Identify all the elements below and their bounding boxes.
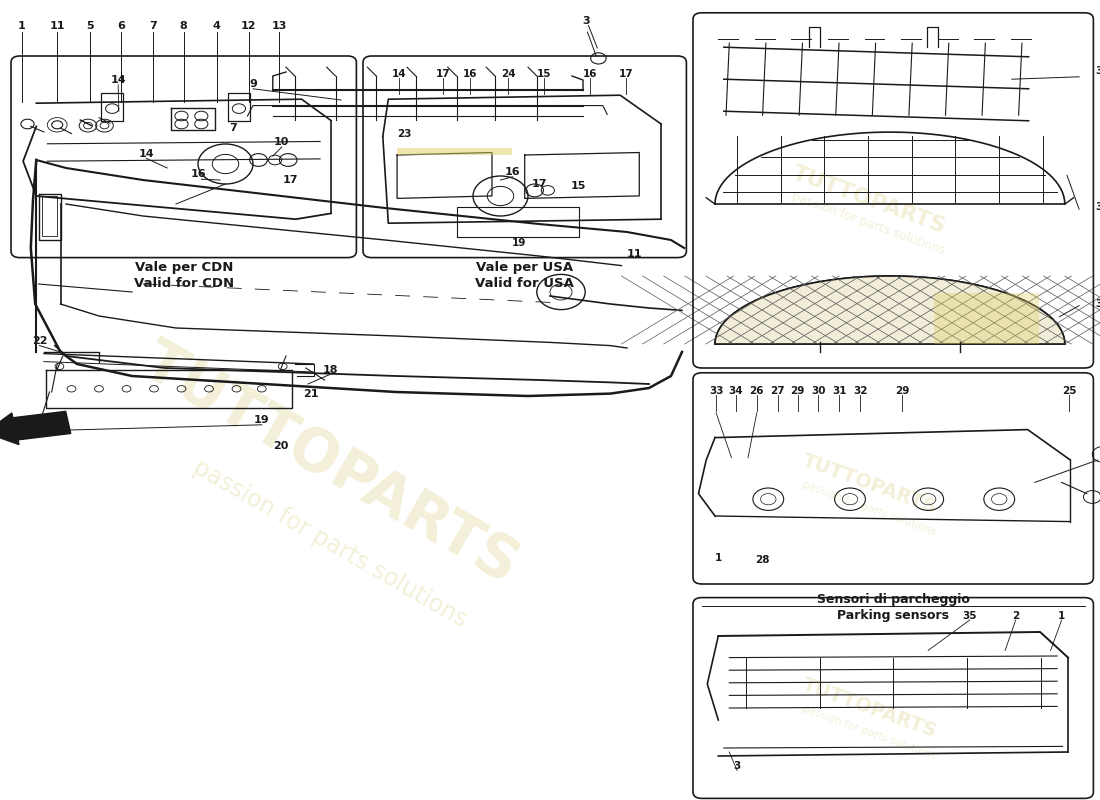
Text: 17: 17 xyxy=(436,69,450,78)
Polygon shape xyxy=(715,276,1065,344)
Text: Sensori di parcheggio: Sensori di parcheggio xyxy=(817,594,969,606)
Text: 1: 1 xyxy=(715,553,722,562)
Text: 23: 23 xyxy=(397,129,412,139)
Text: 31: 31 xyxy=(832,386,847,396)
Text: 17: 17 xyxy=(283,175,298,185)
Text: 17: 17 xyxy=(531,179,547,189)
Text: TUTTOPARTS: TUTTOPARTS xyxy=(799,674,939,742)
Text: 13: 13 xyxy=(272,21,287,30)
Text: 6: 6 xyxy=(117,21,125,30)
Text: 11: 11 xyxy=(50,21,65,30)
Text: 2: 2 xyxy=(1012,611,1020,621)
Text: 3: 3 xyxy=(583,16,590,26)
Text: 17: 17 xyxy=(618,69,632,78)
FancyArrow shape xyxy=(0,411,70,445)
Text: 20: 20 xyxy=(273,441,288,450)
Text: Valid for CDN: Valid for CDN xyxy=(133,277,234,290)
Text: 25: 25 xyxy=(1062,386,1077,396)
Text: 34: 34 xyxy=(728,386,744,396)
Text: 16: 16 xyxy=(190,170,206,179)
Text: 3: 3 xyxy=(734,762,740,771)
Text: 14: 14 xyxy=(392,69,407,78)
Text: passion for parts solutions: passion for parts solutions xyxy=(801,479,937,537)
Bar xyxy=(397,147,512,155)
Text: passion for parts solutions: passion for parts solutions xyxy=(801,703,937,761)
Text: TUTTOPARTS: TUTTOPARTS xyxy=(132,333,528,595)
Text: 8: 8 xyxy=(179,21,188,30)
Text: 28: 28 xyxy=(755,555,770,565)
Text: passion for parts solutions: passion for parts solutions xyxy=(189,455,471,633)
Text: 12: 12 xyxy=(241,21,256,30)
Text: 33: 33 xyxy=(708,386,724,396)
Text: TUTTOPARTS: TUTTOPARTS xyxy=(790,163,948,237)
Text: 29: 29 xyxy=(790,386,805,396)
Text: passion for parts solutions: passion for parts solutions xyxy=(791,190,947,258)
Text: 14: 14 xyxy=(139,149,154,158)
Text: 15: 15 xyxy=(537,69,551,78)
Text: 26: 26 xyxy=(749,386,764,396)
Text: 21: 21 xyxy=(304,390,319,399)
Text: Valid for USA: Valid for USA xyxy=(475,277,574,290)
Text: 4: 4 xyxy=(212,21,221,30)
Text: 1: 1 xyxy=(18,21,26,30)
Polygon shape xyxy=(934,293,1038,344)
Text: Vale per CDN: Vale per CDN xyxy=(134,261,233,274)
Text: 38: 38 xyxy=(1096,299,1100,309)
Text: 19: 19 xyxy=(254,415,270,425)
Text: 10: 10 xyxy=(274,138,289,147)
Text: 7: 7 xyxy=(148,21,157,30)
Text: 18: 18 xyxy=(322,365,338,374)
Text: 37: 37 xyxy=(1096,202,1100,212)
Text: 24: 24 xyxy=(500,69,516,78)
Text: 16: 16 xyxy=(463,69,477,78)
Text: 7: 7 xyxy=(229,123,238,133)
Text: 5: 5 xyxy=(87,21,94,30)
Text: 30: 30 xyxy=(811,386,826,396)
Text: 27: 27 xyxy=(770,386,785,396)
Text: Vale per USA: Vale per USA xyxy=(476,261,573,274)
Text: 15: 15 xyxy=(571,181,586,190)
Text: 11: 11 xyxy=(627,249,642,258)
Text: 1: 1 xyxy=(1058,611,1065,621)
Text: 9: 9 xyxy=(249,79,257,89)
Text: 22: 22 xyxy=(32,336,47,346)
Text: 29: 29 xyxy=(894,386,910,396)
Text: 16: 16 xyxy=(505,167,520,177)
Text: 19: 19 xyxy=(513,238,527,248)
Text: 32: 32 xyxy=(852,386,868,396)
Text: Parking sensors: Parking sensors xyxy=(837,610,949,622)
Text: 16: 16 xyxy=(583,69,597,78)
Text: 35: 35 xyxy=(962,611,977,621)
Text: 36: 36 xyxy=(1096,66,1100,76)
Text: 14: 14 xyxy=(110,75,126,85)
Text: TUTTOPARTS: TUTTOPARTS xyxy=(799,450,939,518)
